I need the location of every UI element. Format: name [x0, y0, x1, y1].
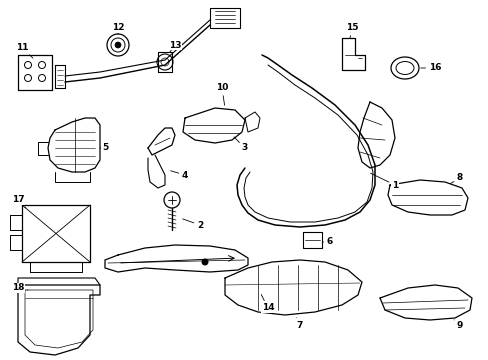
Text: 7: 7: [296, 318, 303, 329]
Text: 10: 10: [215, 84, 228, 105]
Text: 15: 15: [345, 23, 358, 38]
Text: 3: 3: [233, 137, 247, 153]
Text: 6: 6: [322, 238, 332, 247]
Text: 4: 4: [170, 171, 188, 180]
Text: 12: 12: [112, 23, 124, 34]
Text: 11: 11: [16, 44, 33, 58]
Text: 9: 9: [453, 320, 462, 329]
Text: 2: 2: [182, 219, 203, 230]
Text: 17: 17: [12, 195, 26, 208]
Text: 16: 16: [420, 63, 440, 72]
Text: 5: 5: [100, 144, 108, 153]
Text: 1: 1: [370, 173, 397, 189]
Circle shape: [202, 259, 207, 265]
Circle shape: [115, 42, 121, 48]
Text: 8: 8: [449, 174, 462, 184]
Text: 14: 14: [261, 294, 274, 312]
Text: 18: 18: [12, 284, 28, 292]
Text: 13: 13: [168, 40, 181, 52]
